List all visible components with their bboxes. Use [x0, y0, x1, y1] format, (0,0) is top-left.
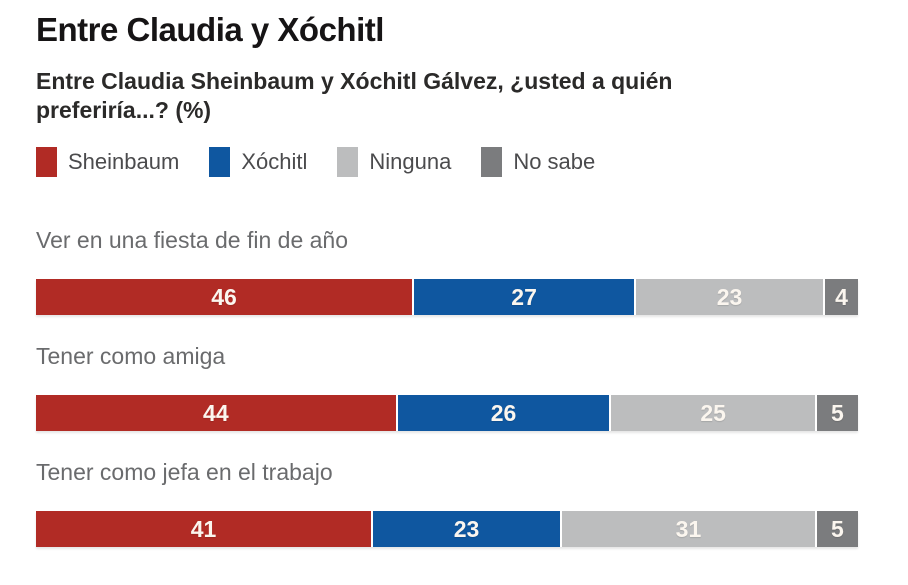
segment-value: 25 [700, 399, 726, 426]
chart-rows: Ver en una fiesta de fin de año 46 27 23 4 Te… [36, 227, 858, 547]
bar-segment-xochitl: 27 [414, 279, 637, 315]
segment-value: 27 [511, 283, 537, 310]
bar-segment-no-sabe: 5 [816, 511, 858, 547]
segment-value: 23 [453, 515, 480, 542]
sheinbaum-swatch [36, 147, 57, 177]
legend-label-sheinbaum: Sheinbaum [68, 149, 180, 174]
bar-segment-sheinbaum: 46 [36, 279, 415, 315]
segment-value: 26 [490, 399, 517, 426]
chart-subtitle: Entre Claudia Sheinbaum y Xóchitl Gálvez… [36, 68, 673, 123]
legend-item-ninguna: Ninguna [337, 147, 451, 177]
bar-row-1: Tener como amiga 44 26 25 5 [36, 343, 858, 431]
row-label: Ver en una fiesta de fin de año [36, 227, 349, 253]
legend-label-ninguna: Ninguna [369, 149, 452, 174]
segment-value: 5 [831, 515, 844, 542]
bar-segment-xochitl: 26 [397, 395, 612, 431]
bar-segment-no-sabe: 5 [816, 395, 858, 431]
bar-segment-sheinbaum: 41 [36, 511, 374, 547]
segment-value: 41 [190, 515, 217, 542]
xochitl-swatch [209, 147, 231, 177]
segment-value: 46 [211, 283, 237, 310]
chart-title: Entre Claudia y Xóchitl [36, 11, 384, 48]
legend-item-xochitl: Xóchitl [209, 147, 307, 177]
legend: Sheinbaum Xóchitl Ninguna No sabe [36, 147, 858, 177]
bar-segment-ninguna: 31 [562, 511, 817, 547]
stacked-bar: 41 23 31 5 [36, 511, 858, 547]
segment-value: 5 [831, 399, 844, 426]
bar-segment-ninguna: 23 [636, 279, 826, 315]
no-sabe-swatch [481, 147, 503, 177]
bar-row-2: Tener como jefa en el trabajo 41 23 31 5 [36, 459, 858, 547]
stacked-bar: 44 26 25 5 [36, 395, 858, 431]
row-label: Tener como jefa en el trabajo [36, 459, 333, 485]
row-label: Tener como amiga [36, 343, 226, 369]
bar-segment-ninguna: 25 [611, 395, 817, 431]
legend-label-xochitl: Xóchitl [241, 149, 308, 174]
legend-item-no-sabe: No sabe [481, 147, 595, 177]
bar-segment-no-sabe: 4 [825, 279, 858, 315]
bar-row-0: Ver en una fiesta de fin de año 46 27 23 4 [36, 227, 858, 315]
segment-value: 23 [716, 283, 743, 310]
bar-segment-xochitl: 23 [373, 511, 563, 547]
segment-value: 44 [203, 399, 229, 426]
segment-value: 4 [835, 283, 848, 310]
segment-value: 31 [675, 515, 702, 542]
bar-segment-sheinbaum: 44 [36, 395, 398, 431]
legend-item-sheinbaum: Sheinbaum [36, 147, 179, 177]
legend-label-no-sabe: No sabe [513, 149, 596, 174]
ninguna-swatch [337, 147, 359, 177]
stacked-bar: 46 27 23 4 [36, 279, 858, 315]
